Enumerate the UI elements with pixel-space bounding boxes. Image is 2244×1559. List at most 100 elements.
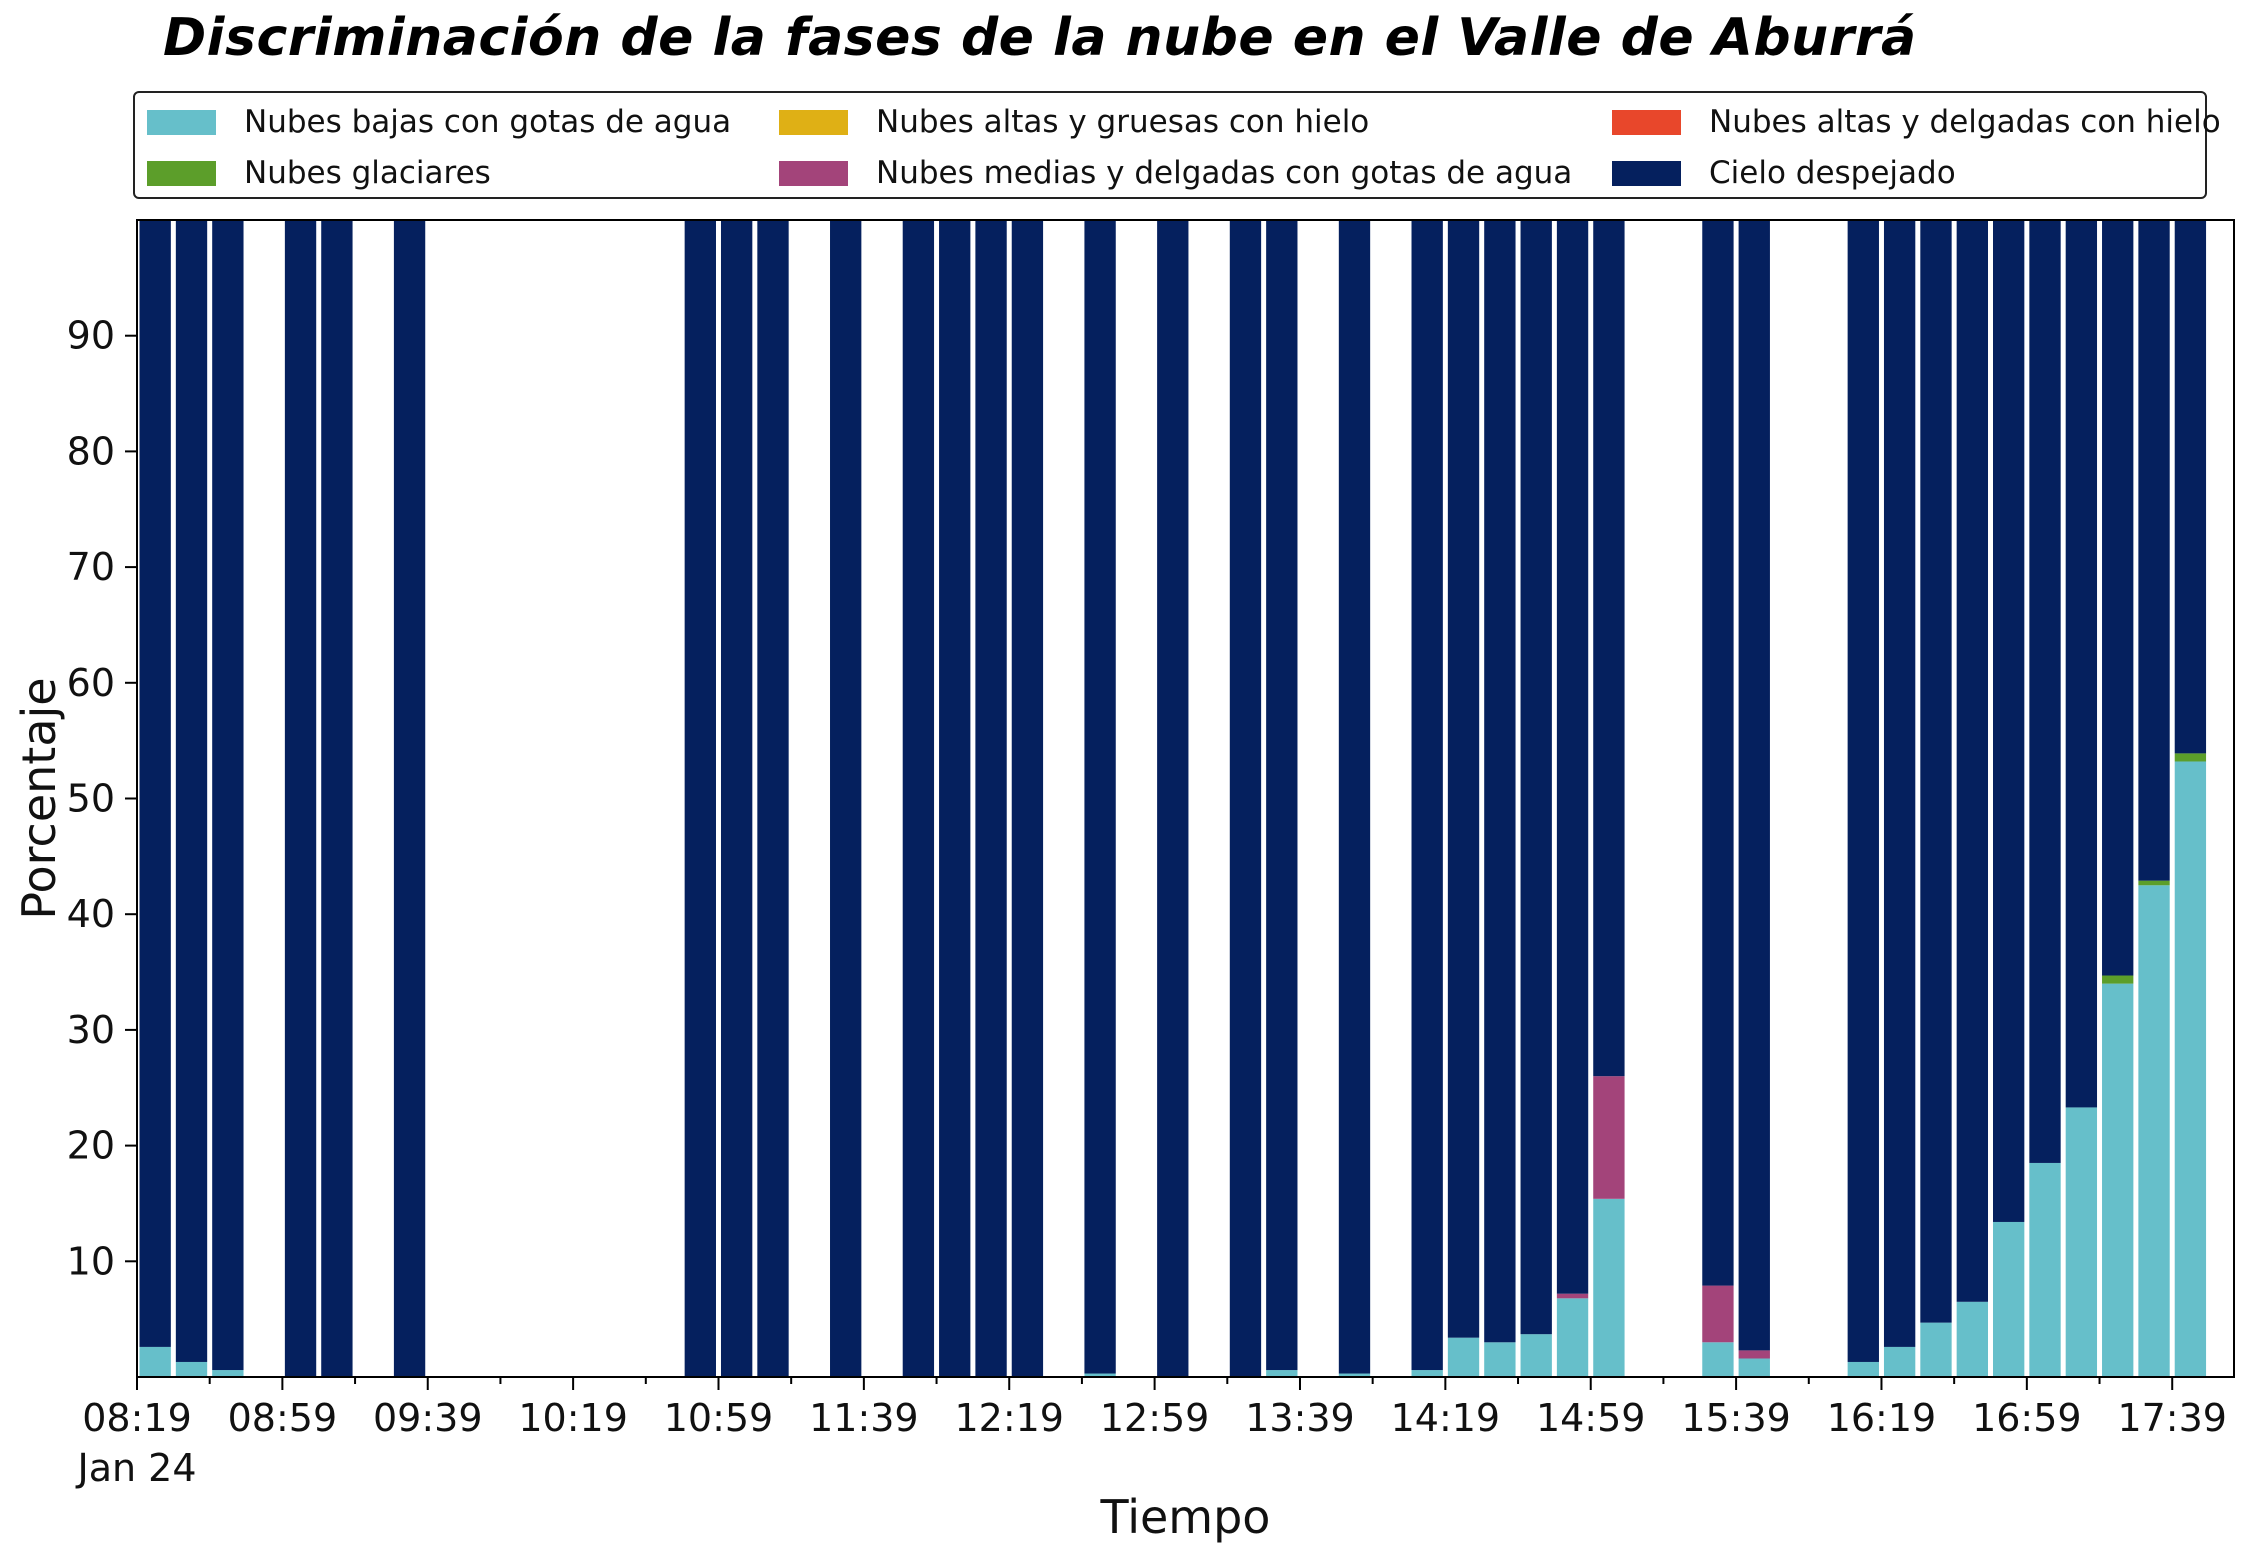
bar-segment: [139, 220, 171, 1347]
chart-title: Discriminación de la fases de la nube en…: [163, 8, 1917, 68]
bar-segment: [139, 1346, 171, 1377]
bar-segment: [1920, 220, 1952, 1323]
bar-segment: [1993, 1221, 2025, 1377]
y-tick-label: 40: [67, 892, 115, 936]
legend-label: Cielo despejado: [1709, 155, 1956, 191]
bar-segment: [1956, 220, 1988, 1302]
x-tick-label: 10:19: [518, 1396, 628, 1440]
legend-label: Nubes altas y delgadas con hielo: [1709, 104, 2221, 140]
legend-swatch: [779, 109, 848, 135]
bar-segment: [1520, 1334, 1552, 1377]
bar-segment: [830, 220, 862, 1377]
legend-label: Nubes altas y gruesas con hielo: [876, 104, 1370, 140]
bar-segment: [175, 220, 208, 1362]
bar-segment: [1556, 1293, 1589, 1299]
bar-segment: [1847, 220, 1879, 1362]
legend-swatch: [1612, 109, 1681, 135]
bar-segment: [2174, 761, 2207, 1377]
bar-segment: [212, 220, 244, 1371]
legend-item-high-thick-ice-clouds: Nubes altas y gruesas con hielo: [779, 102, 1369, 142]
bar-segment: [2102, 220, 2134, 976]
bar-segment: [2138, 220, 2170, 881]
x-tick-label: 08:19: [82, 1396, 192, 1440]
y-tick-label: 50: [67, 777, 115, 821]
bar-segment: [1883, 1346, 1916, 1377]
bar-segment: [1484, 1342, 1516, 1377]
y-tick-label: 20: [67, 1124, 115, 1168]
legend-item-mid-thin-water-clouds: Nubes medias y delgadas con gotas de agu…: [779, 153, 1572, 193]
bar-segment: [1593, 1198, 1625, 1377]
bar-segment: [1738, 1358, 1770, 1377]
x-tick-label: 14:19: [1391, 1396, 1501, 1440]
bar-segment: [2029, 220, 2061, 1163]
bar-segment: [212, 1370, 244, 1377]
bar-segment: [1411, 220, 1443, 1371]
y-tick-label: 30: [67, 1008, 115, 1052]
bar-segment: [720, 220, 753, 1377]
x-axis: 08:19 Jan 24 08:59 09:39 10:19 10:59 11:39 12:1…: [75, 1377, 2227, 1490]
y-tick-label: 10: [67, 1239, 115, 1283]
y-axis-label: Porcentaje: [12, 677, 66, 919]
bar-segment: [2138, 885, 2170, 1377]
bar-segment: [2065, 220, 2098, 1108]
y-tick-label: 60: [67, 661, 115, 705]
x-tick-label: Jan 24: [75, 1446, 196, 1490]
legend-label: Nubes medias y delgadas con gotas de agu…: [876, 155, 1573, 191]
bar-segment: [975, 220, 1007, 1377]
bar-segment: [2102, 975, 2134, 984]
bar-segment: [1738, 1350, 1770, 1359]
bar-segment: [2029, 1162, 2061, 1377]
bar-segment: [1229, 220, 1262, 1377]
bar-segment: [1084, 1373, 1116, 1377]
bar-segment: [175, 1361, 208, 1377]
x-tick-label: 08:59: [228, 1396, 338, 1440]
bar-segment: [757, 220, 789, 1377]
bar-segment: [1593, 1076, 1625, 1199]
x-tick-label: 13:39: [1245, 1396, 1355, 1440]
y-tick-label: 70: [67, 545, 115, 589]
bar-segment: [2174, 220, 2207, 754]
legend-swatch: [147, 160, 216, 186]
bar-segment: [1702, 220, 1734, 1286]
x-tick-label: 16:19: [1827, 1396, 1937, 1440]
x-tick-label: 09:39: [373, 1396, 483, 1440]
x-tick-label: 11:39: [809, 1396, 919, 1440]
bar-segment: [1702, 1342, 1734, 1377]
bar-segment: [1883, 220, 1916, 1347]
bar-segment: [1084, 220, 1116, 1374]
x-axis-label: Tiempo: [1100, 1490, 1271, 1544]
bar-segment: [1266, 1370, 1298, 1377]
bar-segment: [1011, 220, 1044, 1377]
x-tick-label: 15:39: [1681, 1396, 1791, 1440]
bar-segment: [1847, 1361, 1879, 1377]
bar-segment: [902, 220, 935, 1377]
legend-item-glacial-clouds: Nubes glaciares: [147, 153, 491, 193]
legend-label: Nubes glaciares: [244, 155, 491, 191]
x-tick-label: 14:59: [1536, 1396, 1646, 1440]
x-tick-label: 12:59: [1100, 1396, 1210, 1440]
bar-segment: [1447, 1337, 1480, 1377]
bar-segment: [1593, 220, 1625, 1077]
bar-segment: [2174, 753, 2207, 762]
bar-segment: [393, 220, 426, 1377]
x-tick-label: 12:19: [954, 1396, 1064, 1440]
bar-segment: [1738, 220, 1770, 1351]
bar-segment: [2065, 1107, 2098, 1377]
bar-segment: [1266, 220, 1298, 1371]
x-tick-label: 16:59: [1972, 1396, 2082, 1440]
legend: Nubes bajas con gotas de agua Nubes glac…: [133, 91, 2221, 199]
bar-segment: [1556, 1298, 1589, 1377]
bar-segment: [1702, 1285, 1734, 1343]
bar-segment: [1447, 220, 1480, 1338]
y-axis: 10 20 30 40 50 60 70 80 90: [67, 314, 137, 1283]
bar-segment: [1556, 220, 1589, 1294]
legend-item-clear-sky: Cielo despejado: [1612, 153, 1956, 193]
bar-segment: [284, 220, 317, 1377]
x-tick-label: 10:59: [664, 1396, 774, 1440]
y-tick-label: 90: [67, 314, 115, 358]
bar-segment: [1920, 1322, 1952, 1377]
bar-segment: [1338, 220, 1371, 1374]
bar-segment: [1520, 220, 1552, 1335]
legend-swatch: [1612, 160, 1681, 186]
